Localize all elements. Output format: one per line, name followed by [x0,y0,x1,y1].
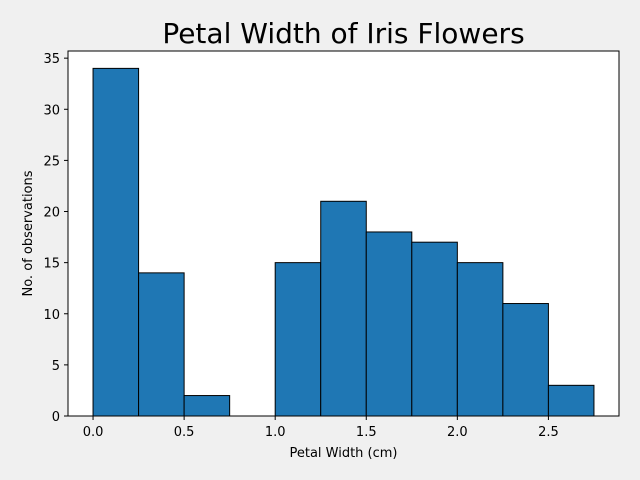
x-tick-label: 2.5 [538,425,559,440]
y-tick-label: 25 [43,154,60,169]
y-tick-label: 10 [43,308,60,323]
bar-group [92,67,595,417]
y-axis-ticks: 0 5 10 15 20 25 30 35 [43,52,68,425]
chart-title: Petal Width of Iris Flowers [162,17,524,50]
y-tick-label: 15 [43,257,60,272]
histogram-bar [274,262,322,417]
histogram-bar [183,395,231,417]
histogram-bar [320,200,367,417]
y-tick-label: 0 [52,410,60,425]
x-tick-label: 0.0 [83,425,104,440]
x-axis-label: Petal Width (cm) [289,446,397,461]
y-axis-label: No. of observations [21,170,36,296]
histogram-bar [502,303,549,417]
y-tick-label: 35 [43,52,60,67]
x-tick-label: 1.5 [356,425,377,440]
y-tick-label: 5 [52,359,60,374]
histogram-bar [456,262,504,417]
histogram-bar [92,67,140,417]
x-tick-label: 2.0 [447,425,468,440]
y-tick-label: 20 [43,206,60,221]
histogram-bar [547,384,595,417]
x-tick-label: 1.0 [265,425,286,440]
x-axis-ticks: 0.0 0.5 1.0 1.5 2.0 2.5 [83,416,559,440]
y-tick-label: 30 [43,103,60,118]
histogram-bar [138,272,185,417]
histogram-bar [411,241,458,417]
histogram-bar [365,231,413,417]
x-tick-label: 0.5 [174,425,195,440]
